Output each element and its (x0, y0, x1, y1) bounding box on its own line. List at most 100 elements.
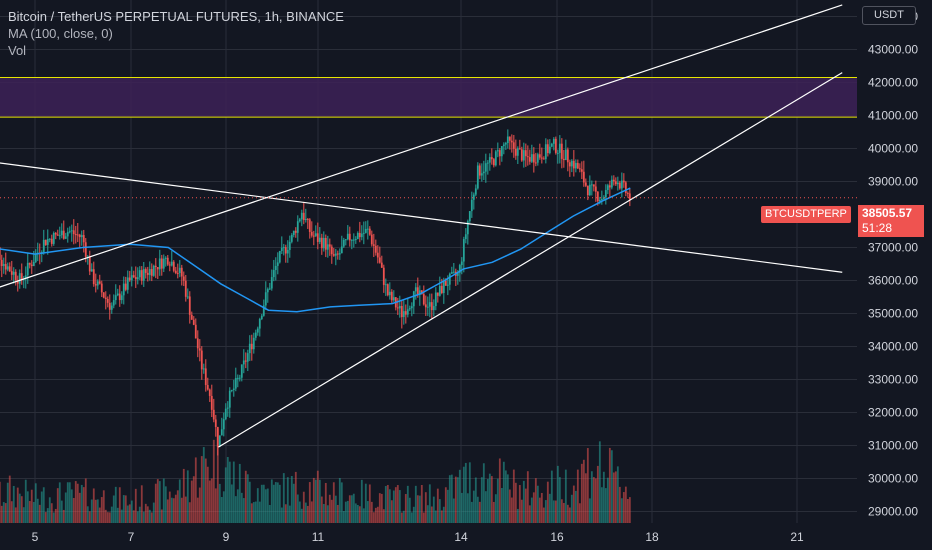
volume-bar (34, 483, 37, 523)
candle-body (538, 154, 541, 158)
candle-body (584, 182, 587, 186)
volume-bar (362, 508, 365, 523)
candle-body (180, 267, 183, 277)
last-price-tag: 38505.57 51:28 (858, 205, 924, 237)
volume-bar (302, 491, 305, 523)
volume-bar (358, 506, 361, 523)
candle-body (590, 184, 593, 186)
candle-body (478, 165, 481, 176)
volume-bar (4, 503, 7, 523)
volume-bar (88, 511, 91, 523)
volume-bar (616, 466, 619, 523)
candle-body (328, 244, 331, 247)
candle-body (520, 149, 523, 161)
volume-bar (624, 486, 627, 523)
candle-body (374, 245, 377, 253)
candle-body (282, 247, 285, 249)
volume-bar (422, 512, 425, 523)
volume-bar (558, 477, 561, 523)
volume-bar (462, 466, 465, 523)
symbol-price-label: BTCUSDTPERP (761, 206, 851, 223)
volume-bar (158, 481, 161, 523)
volume-bar (572, 485, 575, 523)
candle-body (178, 267, 181, 274)
volume-bar (490, 476, 493, 523)
candle-body (388, 291, 391, 296)
volume-bar (378, 493, 381, 523)
volume-bar (192, 476, 195, 523)
volume-bar (72, 497, 75, 523)
candle-body (30, 264, 33, 267)
candle-body (310, 231, 313, 236)
volume-bar (92, 488, 95, 523)
volume-bar (372, 512, 375, 523)
last-price-value: 38505.57 (862, 206, 913, 220)
volume-label[interactable]: Vol (8, 43, 27, 58)
candle-body (324, 237, 327, 250)
volume-bar (74, 481, 77, 523)
candle-body (118, 293, 121, 301)
volume-bar (374, 507, 377, 523)
y-tick-label: 37000.00 (868, 240, 918, 254)
candle-body (128, 277, 131, 281)
chart-legend: Bitcoin / TetherUS PERPETUAL FUTURES, 1h… (8, 8, 344, 59)
candle-body (14, 271, 17, 281)
volume-bar (168, 491, 171, 523)
candle-body (264, 292, 267, 306)
volume-bar (500, 487, 503, 523)
candle-body (164, 257, 167, 259)
candle-body (430, 302, 433, 311)
candle-body (546, 144, 549, 154)
volume-bar (316, 470, 319, 523)
volume-bar (300, 508, 303, 523)
volume-bar (2, 502, 5, 523)
candle-body (532, 154, 535, 163)
volume-bar (424, 492, 427, 523)
candle-body (540, 157, 543, 159)
volume-bar (332, 482, 335, 523)
candle-body (508, 136, 511, 141)
volume-bar (592, 477, 595, 523)
candle-body (214, 419, 217, 427)
candle-body (84, 242, 87, 257)
volume-bar (364, 483, 367, 523)
volume-bar (532, 492, 535, 523)
ma-indicator-label[interactable]: MA (100, close, 0) (8, 26, 113, 41)
candle-body (186, 296, 189, 298)
candle-body (266, 289, 269, 293)
volume-bar (520, 499, 523, 523)
candle-body (614, 181, 617, 185)
volume-bar (570, 494, 573, 523)
candle-body (298, 219, 301, 222)
candle-body (182, 276, 185, 281)
volume-bar (376, 506, 379, 523)
candle-body (548, 146, 551, 154)
volume-bar (242, 498, 245, 523)
volume-bar (394, 487, 397, 523)
candle-body (106, 299, 109, 303)
volume-bar (280, 507, 283, 523)
candle-body (628, 193, 631, 200)
candle-body (62, 230, 65, 239)
ma-100-line (0, 187, 631, 313)
candle-body (100, 283, 103, 293)
volume-bar (0, 481, 1, 523)
symbol-title[interactable]: Bitcoin / TetherUS PERPETUAL FUTURES, 1h… (8, 9, 344, 24)
candle-body (502, 144, 505, 147)
volume-bar (182, 468, 185, 523)
volume-bar (440, 510, 443, 523)
volume-bar (116, 507, 119, 523)
volume-bar (58, 482, 61, 523)
volume-bar (524, 488, 527, 523)
volume-bar (52, 512, 55, 523)
volume-bar (456, 477, 459, 523)
volume-bar (454, 476, 457, 523)
candle-body (602, 197, 605, 200)
currency-selector[interactable]: USDT (862, 6, 916, 25)
candle-body (592, 184, 595, 187)
candle-body (566, 149, 569, 163)
candle-body (12, 271, 15, 275)
candle-body (170, 261, 173, 266)
candle-body (448, 273, 451, 285)
